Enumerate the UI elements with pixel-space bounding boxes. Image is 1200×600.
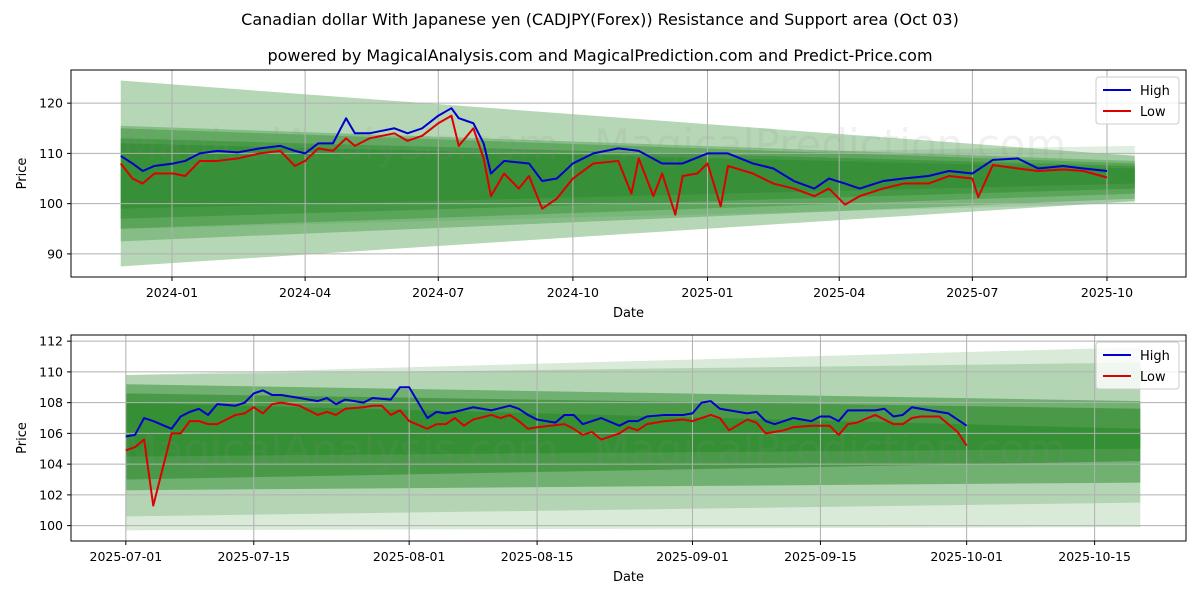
legend-box <box>1095 76 1180 125</box>
x-tick-label: 2025-10 <box>1081 285 1133 300</box>
y-tick-label: 110 <box>39 364 63 379</box>
x-tick-label: 2024-04 <box>279 285 331 300</box>
support-resistance-band <box>120 143 1135 209</box>
series-line-low <box>125 401 968 507</box>
x-tick-label: 2025-04 <box>813 285 865 300</box>
watermark: MagicalAnalysis.com <box>122 275 559 324</box>
y-tick-label: 100 <box>39 196 63 211</box>
x-tick-label: 2025-10-15 <box>1058 549 1131 564</box>
x-axis-label: Date <box>613 570 644 585</box>
series-line-low <box>119 114 1108 216</box>
x-axis-label: Date <box>613 306 644 321</box>
y-tick-label: 120 <box>39 96 63 111</box>
x-tick-label: 2024-07 <box>412 285 464 300</box>
y-axis-label: Price <box>15 422 30 454</box>
y-tick-label: 104 <box>39 457 63 472</box>
x-tick-label: 2025-10-01 <box>930 549 1003 564</box>
watermark: MagicalPrediction.com <box>594 425 1067 474</box>
y-tick-label: 100 <box>39 518 63 533</box>
x-tick-label: 2025-07-01 <box>90 549 163 564</box>
plot-area: MagicalAnalysis.com MagicalPrediction.com <box>71 335 1186 541</box>
watermark: MagicalAnalysis.com <box>122 425 559 474</box>
watermark: MagicalPrediction.com <box>594 120 1067 169</box>
legend-label-low: Low <box>1140 105 1166 120</box>
watermark: MagicalPrediction.com <box>594 275 1067 324</box>
x-tick-label: 2025-01 <box>681 285 733 300</box>
series-line-high <box>120 107 1108 190</box>
legend-label-low: Low <box>1140 370 1166 385</box>
x-tick-label: 2025-08-01 <box>373 549 446 564</box>
y-axis-label: Price <box>15 158 30 190</box>
chart-2: MagicalAnalysis.com MagicalPrediction.com… <box>15 334 1187 585</box>
y-tick-label: 106 <box>39 426 63 441</box>
axes-frame <box>70 334 1187 542</box>
axes-frame <box>70 69 1187 278</box>
chart-subtitle: powered by MagicalAnalysis.com and Magic… <box>267 46 933 65</box>
legend-label-high: High <box>1140 349 1170 364</box>
x-tick-label: 2025-07 <box>946 285 998 300</box>
x-tick-label: 2024-01 <box>146 285 198 300</box>
y-tick-label: 102 <box>39 487 63 502</box>
plot-area: MagicalAnalysis.com MagicalPrediction.com… <box>71 70 1186 324</box>
series-line-high <box>125 386 968 438</box>
y-tick-label: 112 <box>39 334 63 349</box>
x-tick-label: 2025-08-15 <box>501 549 574 564</box>
x-tick-label: 2024-10 <box>547 285 599 300</box>
legend: High Low <box>1095 76 1180 125</box>
y-tick-label: 108 <box>39 395 63 410</box>
legend-label-high: High <box>1140 84 1170 99</box>
chart-title: Canadian dollar With Japanese yen (CADJP… <box>241 10 959 29</box>
x-tick-label: 2025-09-01 <box>656 549 729 564</box>
legend: High Low <box>1095 341 1180 390</box>
x-tick-label: 2025-09-15 <box>784 549 857 564</box>
legend-box <box>1095 341 1180 390</box>
y-tick-label: 110 <box>39 146 63 161</box>
x-tick-label: 2025-07-15 <box>217 549 290 564</box>
chart-1: MagicalAnalysis.com MagicalPrediction.com… <box>15 69 1187 324</box>
y-tick-label: 90 <box>47 246 63 261</box>
